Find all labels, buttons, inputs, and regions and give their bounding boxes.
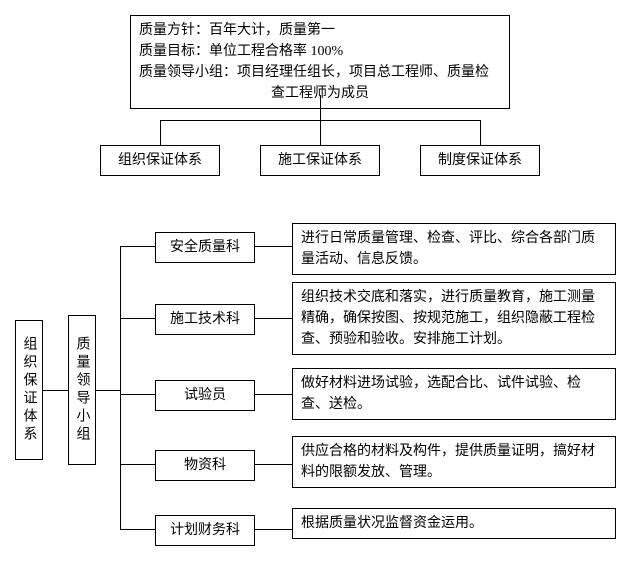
row-label: 试验员 [155, 380, 255, 411]
branch-box-1: 组织保证体系 [100, 145, 220, 176]
left-group-box: 质量领导小组 [68, 315, 96, 465]
edge [320, 95, 321, 120]
edge [255, 529, 292, 530]
edge [320, 120, 321, 145]
left-root-box: 组织保证体系 [15, 320, 43, 460]
edge [120, 246, 155, 247]
edge [255, 318, 292, 319]
row-label: 施工技术科 [155, 304, 255, 335]
header-line-1: 质量方针：百年大计，质量第一 [139, 20, 501, 41]
row-desc: 组织技术交底和落实，进行质量教育，施工测量精确，确保按图、按规范施工，组织隐蔽工… [292, 282, 616, 355]
row-desc: 供应合格的材料及构件，提供质量证明，搞好材料的限额发放、管理。 [292, 436, 616, 488]
edge [120, 318, 155, 319]
branch-box-2: 施工保证体系 [260, 145, 380, 176]
edge [255, 464, 292, 465]
row-desc: 进行日常质量管理、检查、评比、综合各部门质量活动、信息反馈。 [292, 223, 616, 275]
row-label: 物资科 [155, 450, 255, 481]
edge [120, 394, 155, 395]
edge [120, 246, 121, 529]
row-desc: 根据质量状况监督资金运用。 [292, 508, 616, 539]
edge [120, 529, 155, 530]
edge [480, 120, 481, 145]
edge [255, 394, 292, 395]
header-line-3: 质量领导小组：项目经理任组长，项目总工程师、质量检 [139, 62, 501, 83]
branch-box-3: 制度保证体系 [420, 145, 540, 176]
edge [160, 120, 161, 145]
edge [255, 246, 292, 247]
diagram-canvas: 质量方针：百年大计，质量第一 质量目标：单位工程合格率 100% 质量领导小组：… [10, 10, 627, 555]
row-label: 计划财务科 [155, 515, 255, 546]
row-desc: 做好材料进场试验，选配合比、试件试验、检查、送检。 [292, 368, 616, 420]
edge [96, 390, 120, 391]
edge [120, 464, 155, 465]
header-line-2: 质量目标：单位工程合格率 100% [139, 41, 501, 62]
row-label: 安全质量科 [155, 232, 255, 263]
edge [43, 390, 68, 391]
